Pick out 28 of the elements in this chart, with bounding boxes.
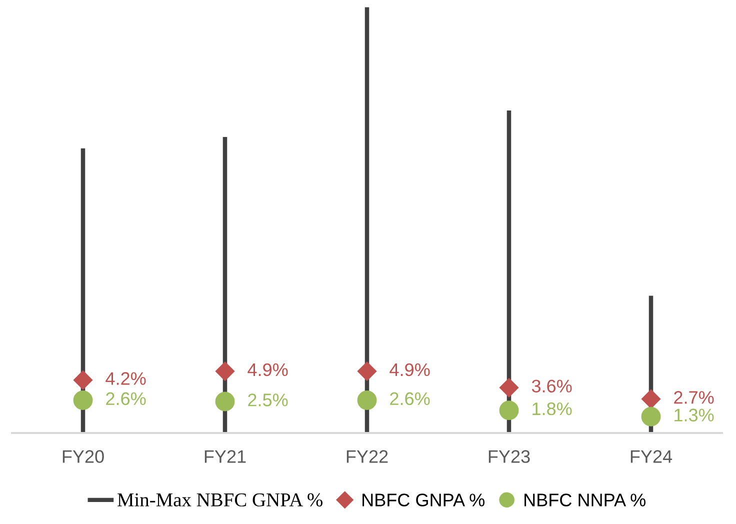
point (499, 400, 519, 420)
point (73, 390, 93, 410)
point (215, 362, 235, 381)
point (215, 392, 235, 412)
x-tick-label: FY20 (62, 450, 104, 463)
x-tick-label: FY23 (488, 450, 530, 463)
data-label: 1.8% (532, 402, 572, 416)
data-label: 2.7% (674, 391, 714, 404)
point (499, 378, 519, 398)
x-tick-label: FY21 (204, 450, 246, 463)
legend-label: NBFC GNPA % (362, 494, 484, 506)
x-tick-label: FY22 (346, 450, 388, 463)
legend-label: Min-Max NBFC GNPA % (118, 493, 322, 506)
data-label: 2.6% (106, 392, 146, 406)
data-label: 2.6% (390, 392, 430, 406)
point (73, 370, 93, 390)
x-tick-label: FY24 (630, 450, 672, 463)
point (357, 362, 377, 381)
data-label: 4.9% (390, 363, 430, 376)
point (357, 390, 377, 410)
point (641, 406, 661, 426)
data-label: 1.3% (674, 408, 714, 422)
legend-label: NBFC NNPA % (524, 494, 646, 506)
data-label: 3.6% (532, 380, 572, 392)
data-label: 4.2% (106, 372, 146, 385)
data-label: 2.5% (248, 394, 288, 406)
point (641, 389, 661, 409)
data-label: 4.9% (248, 363, 288, 376)
